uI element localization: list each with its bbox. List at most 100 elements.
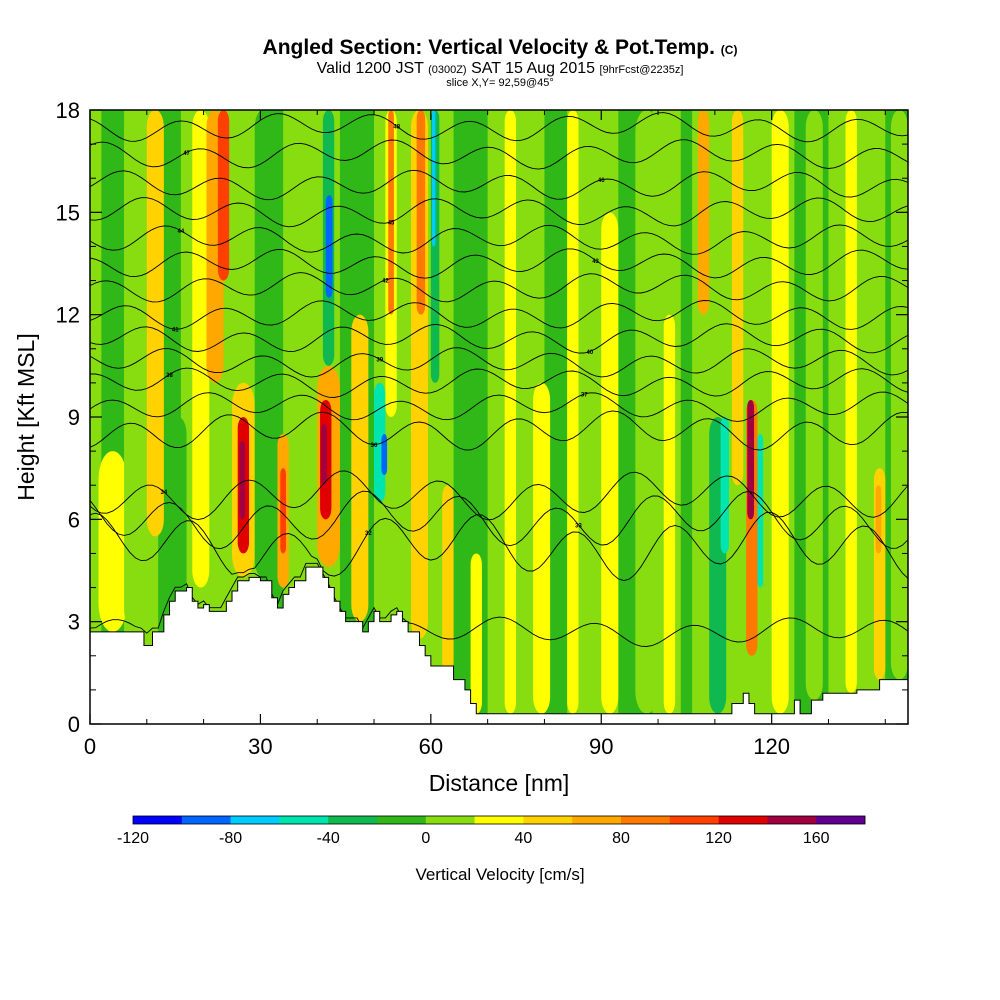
colorbar-segment (621, 816, 671, 824)
colorbar-segment (328, 816, 378, 824)
velocity-cell (533, 382, 551, 714)
velocity-cell (805, 110, 823, 701)
x-tick-label: 60 (419, 734, 443, 759)
theta-contour (90, 272, 908, 303)
velocity-cell (442, 485, 454, 673)
colorbar-segment (669, 816, 719, 824)
colorbar-tick-label: 120 (705, 830, 732, 847)
valid-date: SAT 15 Aug 2015 (471, 60, 596, 77)
theta-label: 38 (166, 373, 173, 379)
velocity-cell (280, 468, 286, 554)
theta-contour (90, 347, 908, 378)
x-tick-label: 0 (84, 734, 96, 759)
theta-contour (90, 169, 908, 201)
theta-label: 46 (598, 178, 605, 184)
velocity-cell (504, 110, 517, 714)
y-tick-label: 12 (56, 303, 80, 328)
slice-info: slice X,Y= 92,59@45° (446, 77, 554, 89)
colorbar: -120 -80 -40 0 40 80 120 160 Vertical Velocity [… (117, 815, 866, 884)
theta-contour (90, 300, 908, 330)
theta-label: 34 (161, 490, 168, 496)
colorbar-tick-label: -120 (117, 830, 149, 847)
y-axis-label: Height [Kft MSL] (13, 333, 39, 500)
chart-title-unit: (C) (720, 43, 738, 57)
plot-area: 3032333436373839404142434445464748 (90, 110, 908, 724)
valid-time-utc: (0300Z) (428, 64, 467, 76)
velocity-cell (731, 110, 744, 486)
colorbar-segment (377, 816, 427, 824)
y-tick-label: 0 (68, 712, 80, 737)
theta-label: 39 (376, 358, 383, 364)
colorbar-tick-label: -80 (219, 830, 242, 847)
theta-contour (90, 323, 908, 354)
colorbar-segment (279, 816, 329, 824)
x-tick-label: 30 (248, 734, 272, 759)
velocity-cell (890, 110, 908, 680)
velocity-cell (388, 110, 394, 315)
theta-contour (90, 470, 908, 521)
y-tick-label: 9 (68, 405, 80, 430)
theta-label: 45 (388, 220, 395, 226)
theta-contour (90, 248, 908, 279)
theta-label: 48 (393, 125, 400, 131)
theta-contour (90, 112, 908, 143)
theta-contour (90, 490, 908, 550)
theta-contours: 3032333436373839404142434445464748 (90, 112, 908, 647)
velocity-cell (663, 314, 676, 714)
colorbar-segment (718, 816, 768, 824)
velocity-cell (124, 110, 147, 632)
colorbar-segment (133, 816, 183, 824)
theta-contour (90, 391, 908, 422)
y-tick-label: 18 (56, 98, 80, 123)
chart-subtitle: Valid 1200 JST (0300Z) SAT 15 Aug 2015 [… (0, 60, 1000, 78)
forecast-info: [9hrFcst@2235z] (599, 64, 684, 76)
velocity-cells (98, 110, 908, 714)
theta-contour (90, 410, 908, 451)
theta-contour (90, 562, 908, 647)
velocity-cell (757, 434, 764, 588)
theta-label: 33 (575, 523, 582, 529)
axes: 0 30 60 90 120 0 36 9 12 15 18 Distance [nm] Height … (13, 98, 908, 796)
colorbar-title: Vertical Velocity [cm/s] (415, 865, 584, 884)
velocity-cell (325, 195, 333, 298)
y-tick-label: 15 (56, 200, 80, 225)
chart-title: Angled Section: Vertical Velocity & Pot.… (0, 36, 1000, 60)
field-band (680, 110, 693, 724)
valid-time: Valid 1200 JST (316, 60, 424, 77)
x-tick-label: 120 (753, 734, 790, 759)
theta-label: 40 (587, 350, 594, 356)
theta-contour (90, 197, 908, 228)
velocity-cell (747, 399, 755, 520)
x-axis-label: Distance [nm] (429, 770, 570, 796)
velocity-cell (146, 110, 164, 537)
theta-label: 36 (371, 443, 378, 449)
y-tick-label: 3 (68, 610, 80, 635)
chart-title-text: Angled Section: Vertical Velocity & Pot.… (262, 36, 715, 59)
colorbar-segment (767, 816, 817, 824)
velocity-cell (98, 451, 127, 632)
colorbar-segment (474, 816, 524, 824)
velocity-cell (351, 314, 369, 622)
theta-label: 41 (172, 328, 179, 334)
velocity-cell (635, 110, 659, 714)
colorbar-tick-label: 0 (421, 830, 430, 847)
velocity-cell (169, 417, 187, 622)
theta-label: 37 (581, 393, 588, 399)
terrain-mask (90, 566, 908, 724)
velocity-cell (601, 212, 619, 714)
velocity-cell (875, 485, 882, 554)
x-tick-label: 90 (589, 734, 613, 759)
colorbar-segment (572, 816, 622, 824)
colorbar-tick-label: 160 (803, 830, 830, 847)
colorbar-tick-label: 40 (515, 830, 533, 847)
velocity-cell (697, 110, 710, 315)
colorbar-segment (230, 816, 280, 824)
theta-contour (90, 139, 908, 170)
theta-label: 44 (178, 229, 185, 235)
velocity-cell (845, 110, 857, 694)
velocity-cell (771, 110, 789, 714)
colorbar-segment (523, 816, 573, 824)
velocity-cell (217, 110, 230, 281)
colorbar-frame (132, 815, 866, 825)
